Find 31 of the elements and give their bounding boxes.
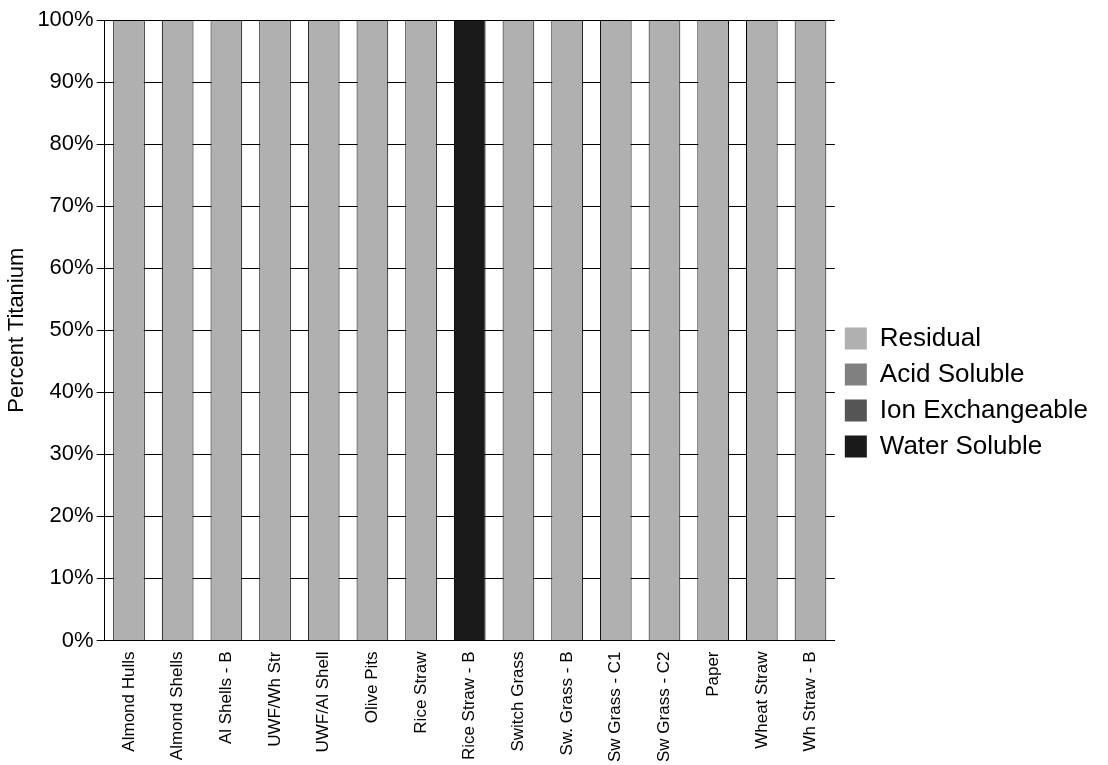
y-tick-label: 100%: [37, 6, 94, 32]
legend-label: Residual: [879, 321, 982, 352]
legend-label: Water Soluble: [879, 429, 1043, 460]
x-tick-label: Wh Straw - B: [800, 651, 820, 752]
x-tick-label: Olive Pits: [362, 651, 382, 724]
x-tick-label: Sw. Grass - B: [556, 651, 576, 756]
y-tick-label: 20%: [49, 502, 94, 528]
x-tick-label: Wheat Straw: [751, 650, 771, 749]
x-tick-label: Rice Straw: [410, 650, 430, 734]
y-tick-label: 10%: [49, 564, 94, 590]
x-tick-label: Al Shells - B: [216, 651, 236, 745]
x-tick-label: Sw Grass - C2: [654, 651, 674, 763]
y-tick-label: 60%: [49, 254, 94, 280]
x-tick-label: Almond Shells: [167, 651, 187, 761]
x-tick-label: UWF/Al Shell: [313, 651, 333, 753]
y-tick-label: 50%: [49, 316, 94, 342]
y-axis-title: Percent Titanium: [3, 247, 29, 413]
y-tick-label: 70%: [49, 192, 94, 218]
x-tick-label: UWF/Wh Str: [264, 651, 284, 747]
x-tick-label: Sw Grass - C1: [605, 651, 625, 763]
legend-label: Ion Exchangeable: [879, 393, 1089, 424]
legend-label: Acid Soluble: [879, 357, 1025, 388]
y-tick-label: 30%: [49, 440, 94, 466]
x-tick-label: Rice Straw - B: [459, 651, 479, 761]
x-tick-label: Paper: [702, 651, 722, 697]
x-tick-label: Switch Grass: [508, 651, 528, 752]
y-tick-label: 0%: [61, 626, 94, 652]
y-tick-label: 90%: [49, 68, 94, 94]
y-tick-label: 40%: [49, 378, 94, 404]
y-tick-label: 80%: [49, 130, 94, 156]
x-tick-label: Almond Hulls: [118, 651, 138, 752]
